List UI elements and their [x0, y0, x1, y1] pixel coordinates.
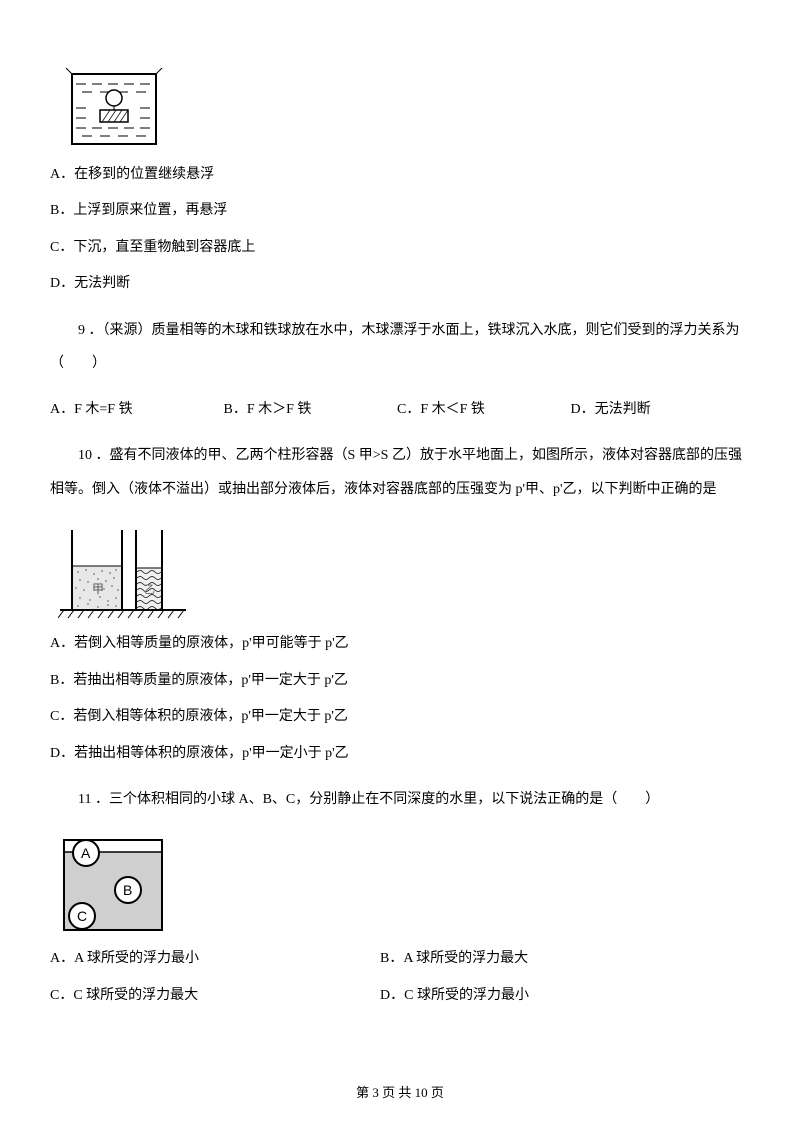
q10-figure: 甲 乙 — [58, 524, 750, 619]
q8-figure — [58, 68, 750, 150]
q9-stem: 9 ．（来源）质量相等的木球和铁球放在水中，木球漂浮于水面上，铁球沉入水底，则它… — [50, 314, 750, 381]
q9-opt-a: A．F 木=F 铁 — [50, 399, 220, 421]
q10-opt-b: B．若抽出相等质量的原液体，p'甲一定大于 p'乙 — [50, 670, 348, 692]
q11-opt-d: D．C 球所受的浮力最小 — [380, 985, 710, 1007]
q9-opt-d: D．无法判断 — [571, 399, 721, 421]
q9-opt-c: C．F 木＜F 铁 — [397, 399, 567, 421]
q11-figure: A B C — [58, 834, 750, 934]
svg-text:乙: 乙 — [144, 583, 155, 596]
q10-opt-c: C．若倒入相等体积的原液体，p'甲一定大于 p'乙 — [50, 706, 348, 728]
svg-text:甲: 甲 — [92, 582, 104, 596]
svg-text:B: B — [123, 882, 132, 898]
q10-opt-a: A．若倒入相等质量的原液体，p'甲可能等于 p'乙 — [50, 633, 349, 655]
q9-opt-b: B．F 木＞F 铁 — [224, 399, 394, 421]
q11-opt-a: A．A 球所受的浮力最小 — [50, 948, 380, 970]
q8-opt-c: C．下沉，直至重物触到容器底上 — [50, 237, 255, 259]
q8-opt-b: B．上浮到原来位置，再悬浮 — [50, 200, 227, 222]
q8-opt-d: D．无法判断 — [50, 273, 130, 295]
q10-opt-d: D．若抽出相等体积的原液体，p'甲一定小于 p'乙 — [50, 743, 349, 765]
beaker-float-diagram — [58, 68, 168, 150]
svg-text:A: A — [81, 845, 91, 861]
page-footer: 第 3 页 共 10 页 — [0, 1083, 800, 1104]
q11-stem: 11 ．三个体积相同的小球 A、B、C，分别静止在不同深度的水里，以下说法正确的… — [50, 783, 750, 817]
three-balls-diagram: A B C — [58, 834, 168, 934]
q8-opt-a: A．在移到的位置继续悬浮 — [50, 164, 214, 186]
q10-stem: 10 ．盛有不同液体的甲、乙两个柱形容器（S 甲>S 乙）放于水平地面上，如图所… — [50, 439, 750, 506]
q11-opt-c: C．C 球所受的浮力最大 — [50, 985, 380, 1007]
svg-text:C: C — [77, 908, 87, 924]
two-cylinders-diagram: 甲 乙 — [58, 524, 188, 619]
q11-opt-b: B．A 球所受的浮力最大 — [380, 948, 710, 970]
